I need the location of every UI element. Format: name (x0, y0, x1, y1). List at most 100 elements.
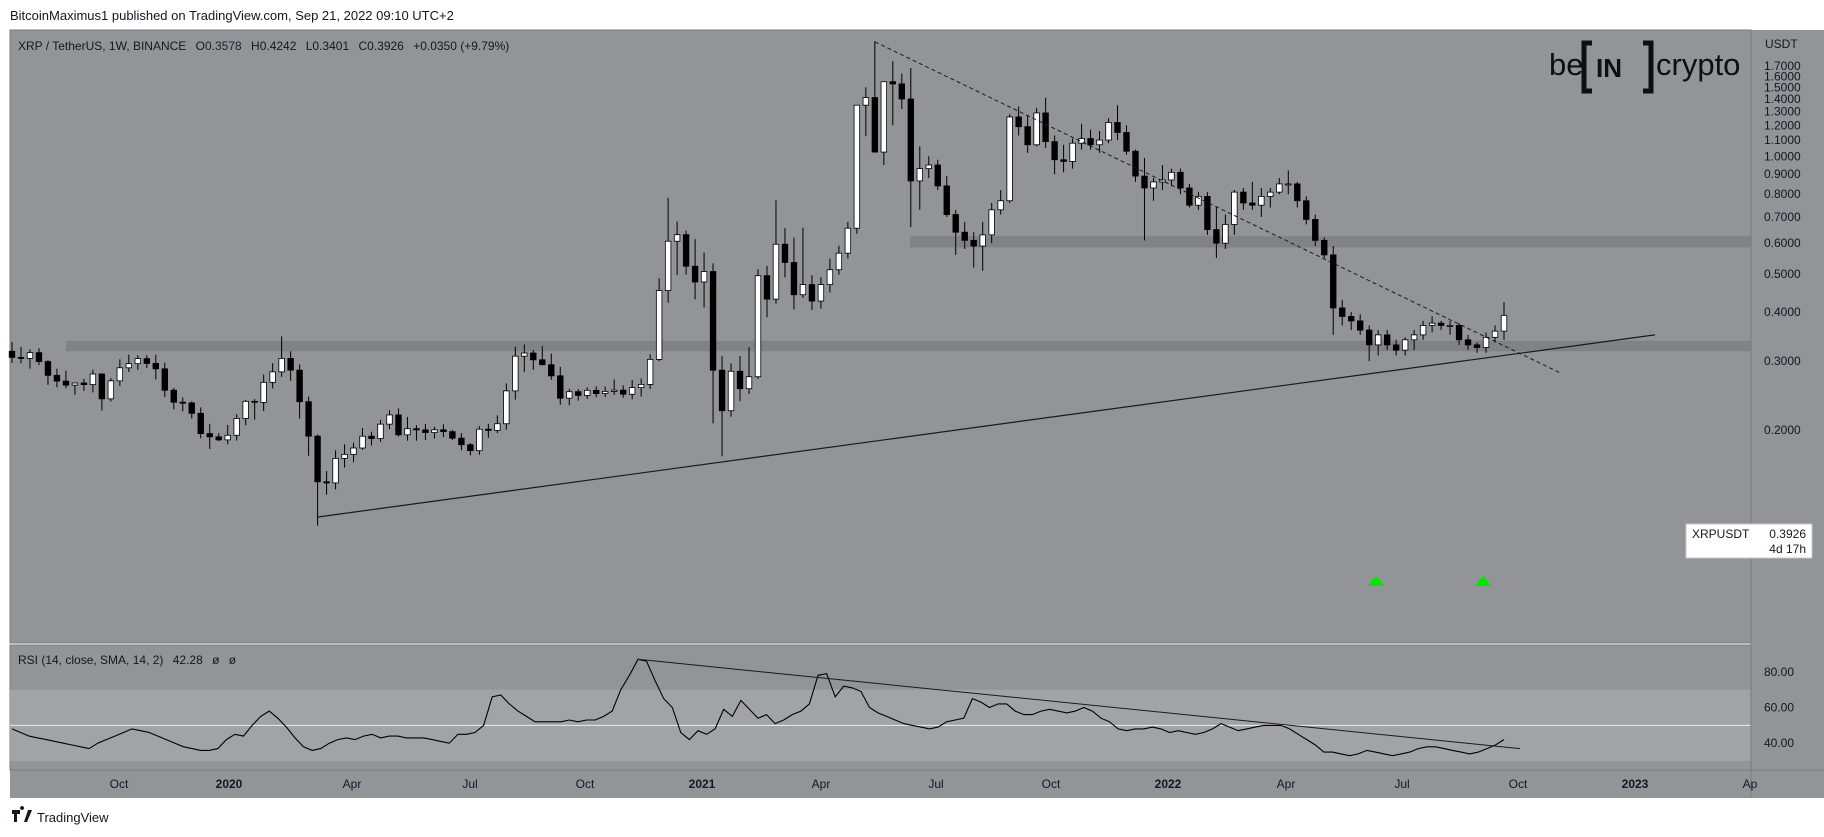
time-tick-label: Oct (576, 777, 595, 791)
price-tag-value: 0.3926 (1769, 527, 1806, 541)
rsi-value: 42.28 (173, 653, 203, 667)
candle-up (359, 435, 366, 449)
price-tick-label: 1.5000 (1764, 80, 1801, 94)
rsi-legend: RSI (14, close, SMA, 14, 2) 42.28 ø ø (18, 653, 237, 667)
price-tick-label: 1.4000 (1764, 92, 1801, 106)
candle-up (521, 352, 528, 357)
candle-down (323, 481, 330, 484)
candle-down (1249, 202, 1256, 206)
candle-up (494, 423, 501, 431)
candle-up (844, 227, 852, 254)
candle-up (1231, 191, 1238, 225)
price-tag-symbol: XRPUSDT (1692, 527, 1750, 541)
candle-down (8, 350, 16, 358)
candle-up (1105, 122, 1112, 141)
candle-down (449, 431, 456, 439)
candle-up (224, 434, 231, 441)
candle-down (575, 391, 582, 396)
candle-down (44, 361, 52, 376)
time-tick-label: Ap (1743, 777, 1758, 791)
candle-down (1348, 316, 1355, 322)
logo-right: crypto (1656, 47, 1740, 82)
candle-up (404, 428, 411, 436)
candle-up (278, 357, 285, 373)
candle-down (619, 389, 627, 395)
low-value: 0.3401 (312, 39, 349, 53)
candle-down (458, 437, 465, 446)
candle-up (566, 391, 573, 399)
candle-down (691, 265, 699, 283)
support-zone-2 (910, 236, 1751, 248)
rsi-line (11, 658, 1505, 757)
price-axis[interactable] (1751, 30, 1824, 770)
candle-up (1285, 183, 1292, 186)
candle-up (1069, 142, 1076, 162)
price-tag-countdown: 4d 17h (1769, 542, 1806, 556)
beincrypto-logo: be IN crypto (1549, 40, 1740, 94)
rsi-tick-label: 40.00 (1764, 736, 1794, 750)
time-axis[interactable] (10, 770, 1824, 798)
time-ticks: Oct 2020 Apr Jul Oct 2021 Apr Jul Oct 2022 Apr Jul O… (110, 777, 1758, 791)
candle-down (593, 389, 600, 394)
candle-down (80, 382, 88, 385)
candle-down (422, 429, 429, 433)
candle-up (1267, 191, 1274, 197)
candle-up (1006, 116, 1013, 202)
time-tick-label: Apr (1277, 777, 1296, 791)
price-tick-label: 0.2000 (1764, 423, 1801, 437)
price-tag-box (1685, 523, 1813, 559)
candle-up (1428, 322, 1436, 326)
logo-left: be (1549, 47, 1583, 82)
candle-down (1114, 122, 1121, 133)
candle-down (152, 363, 159, 370)
candle-down (907, 98, 914, 182)
candle-down (682, 234, 690, 267)
time-tick-label: Jul (462, 777, 477, 791)
candle-up (1419, 325, 1427, 336)
candle-down (718, 369, 726, 412)
candle-down (413, 428, 420, 431)
candle-up (880, 81, 888, 153)
candle-up (745, 376, 753, 390)
candle-down (530, 352, 537, 361)
descending-resistance-line (874, 41, 1561, 374)
candle-up (134, 358, 142, 365)
close-label: C (358, 39, 367, 53)
candle-up (1374, 334, 1382, 346)
candle-up (1446, 325, 1454, 327)
candle-up (655, 290, 663, 360)
rsi-layer (11, 658, 1521, 757)
candle-down (557, 375, 564, 399)
candle-down (790, 262, 798, 296)
price-tick-label: 0.6000 (1764, 236, 1801, 250)
time-tick-label: Apr (812, 777, 831, 791)
candle-down (368, 435, 375, 439)
candle-up (673, 234, 681, 242)
candle-down (143, 358, 151, 364)
close-value: 0.3926 (367, 39, 404, 53)
logo-bracket-icon (1581, 40, 1654, 94)
candle-up (1222, 224, 1229, 244)
candle-up (925, 164, 932, 170)
candle-up (664, 240, 672, 292)
candle-up (646, 359, 654, 385)
candle-down (179, 401, 186, 404)
support-zone-1 (66, 340, 1751, 352)
candle-up (341, 453, 348, 459)
price-panel[interactable] (9, 29, 1752, 644)
candle-down (1132, 150, 1139, 177)
time-tick-label: 2023 (1622, 777, 1649, 791)
candle-down (871, 97, 879, 153)
candle-down (1392, 344, 1400, 351)
candle-down (952, 214, 959, 233)
candle-down (1312, 219, 1319, 241)
tradingview-footer[interactable]: TradingView (12, 806, 109, 825)
candle-down (1015, 116, 1022, 128)
candle-down (970, 239, 977, 247)
price-tag: XRPUSDT 0.3926 4d 17h (1685, 523, 1813, 559)
candle-down (215, 436, 222, 441)
time-tick-label: Oct (1509, 777, 1528, 791)
logo-middle: IN (1596, 53, 1622, 83)
time-tick-label: Jul (1394, 777, 1409, 791)
candle-up (71, 382, 79, 386)
